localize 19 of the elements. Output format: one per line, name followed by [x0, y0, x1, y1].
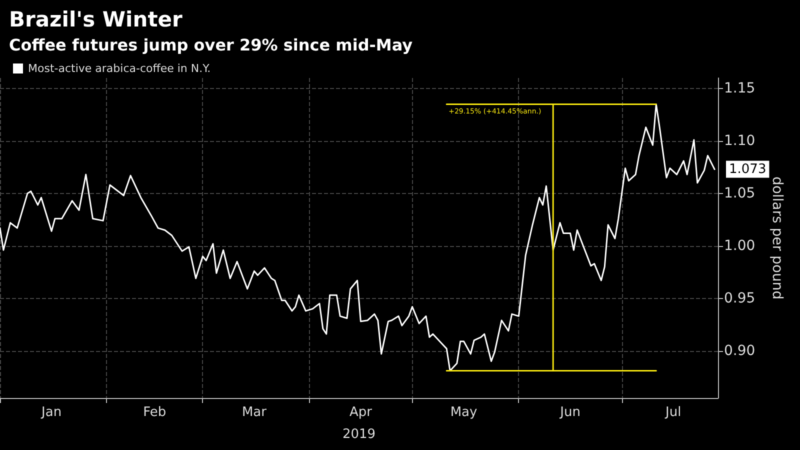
legend-label: Most-active arabica-coffee in N.Y.	[28, 62, 211, 75]
x-axis-title: 2019	[342, 427, 376, 442]
x-tick-label: Jan	[40, 405, 62, 420]
chart-title: Brazil's Winter	[9, 8, 183, 32]
y-tick-label: 1.10	[724, 132, 756, 149]
y-tick-label: 1.00	[724, 238, 756, 254]
y-tick-label: 1.05	[724, 185, 756, 202]
y-axis-title: dollars per pound	[769, 176, 785, 300]
chart-subtitle: Coffee futures jump over 29% since mid-May	[9, 36, 414, 54]
x-tick-label: Mar	[242, 405, 268, 420]
y-tick-label: 0.90	[724, 342, 756, 359]
y-tick-label: 1.15	[724, 80, 756, 96]
y-tick-label: 0.95	[724, 290, 756, 306]
x-tick-label: Jul	[664, 405, 682, 420]
x-tick-label: Apr	[349, 405, 373, 420]
x-tick-label: May	[450, 405, 478, 420]
annotation: 1.073	[729, 162, 766, 177]
x-tick-label: Feb	[143, 405, 166, 420]
x-tick-label: Jun	[559, 405, 580, 420]
